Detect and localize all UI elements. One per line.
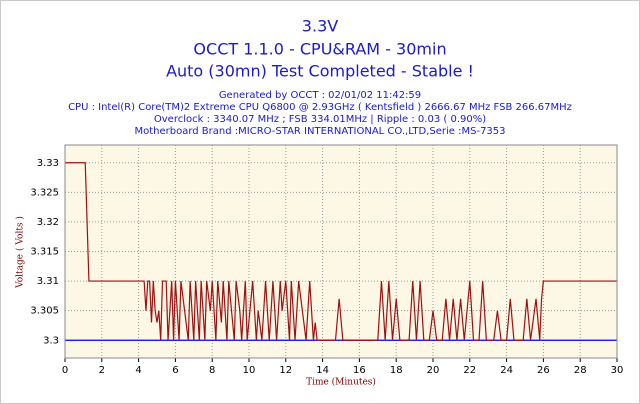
x-tick-label: 14 (316, 365, 329, 376)
x-tick-label: 24 (500, 365, 513, 376)
series-line (65, 162, 617, 341)
x-tick-label: 8 (209, 365, 215, 376)
y-axis-label: Voltage ( Volts ) (15, 216, 26, 289)
x-tick-label: 26 (537, 365, 550, 376)
x-tick-label: 16 (353, 365, 366, 376)
y-tick-label: 3.31 (37, 276, 59, 287)
chart-title: 3.3V (302, 17, 338, 36)
x-tick-label: 12 (279, 365, 292, 376)
y-tick-label: 3.305 (30, 306, 59, 317)
x-tick-label: 22 (463, 365, 476, 376)
info-line: CPU : Intel(R) Core(TM)2 Extreme CPU Q68… (68, 102, 572, 113)
chart-status: Auto (30mn) Test Completed - Stable ! (166, 62, 474, 81)
x-tick-label: 10 (243, 365, 256, 376)
x-tick-label: 18 (390, 365, 403, 376)
x-tick-label: 2 (99, 365, 105, 376)
x-tick-label: 6 (172, 365, 178, 376)
info-line: Overclock : 3340.07 MHz ; FSB 334.01MHz … (154, 114, 486, 125)
y-tick-label: 3.3 (43, 335, 59, 346)
y-tick-label: 3.315 (30, 247, 59, 258)
x-tick-label: 28 (574, 365, 587, 376)
y-tick-label: 3.325 (30, 187, 59, 198)
info-line: Generated by OCCT : 02/01/02 11:42:59 (219, 90, 421, 101)
y-tick-label: 3.33 (37, 158, 59, 169)
x-tick-label: 4 (135, 365, 141, 376)
x-axis-label: Time (Minutes) (306, 377, 376, 388)
x-tick-label: 20 (427, 365, 440, 376)
info-line: Motherboard Brand :MICRO-STAR INTERNATIO… (134, 126, 505, 137)
x-tick-label: 0 (62, 365, 68, 376)
x-tick-label: 30 (611, 365, 624, 376)
y-tick-label: 3.32 (37, 217, 59, 228)
chart-subtitle: OCCT 1.1.0 - CPU&RAM - 30min (193, 40, 446, 59)
plot-border (64, 144, 618, 359)
